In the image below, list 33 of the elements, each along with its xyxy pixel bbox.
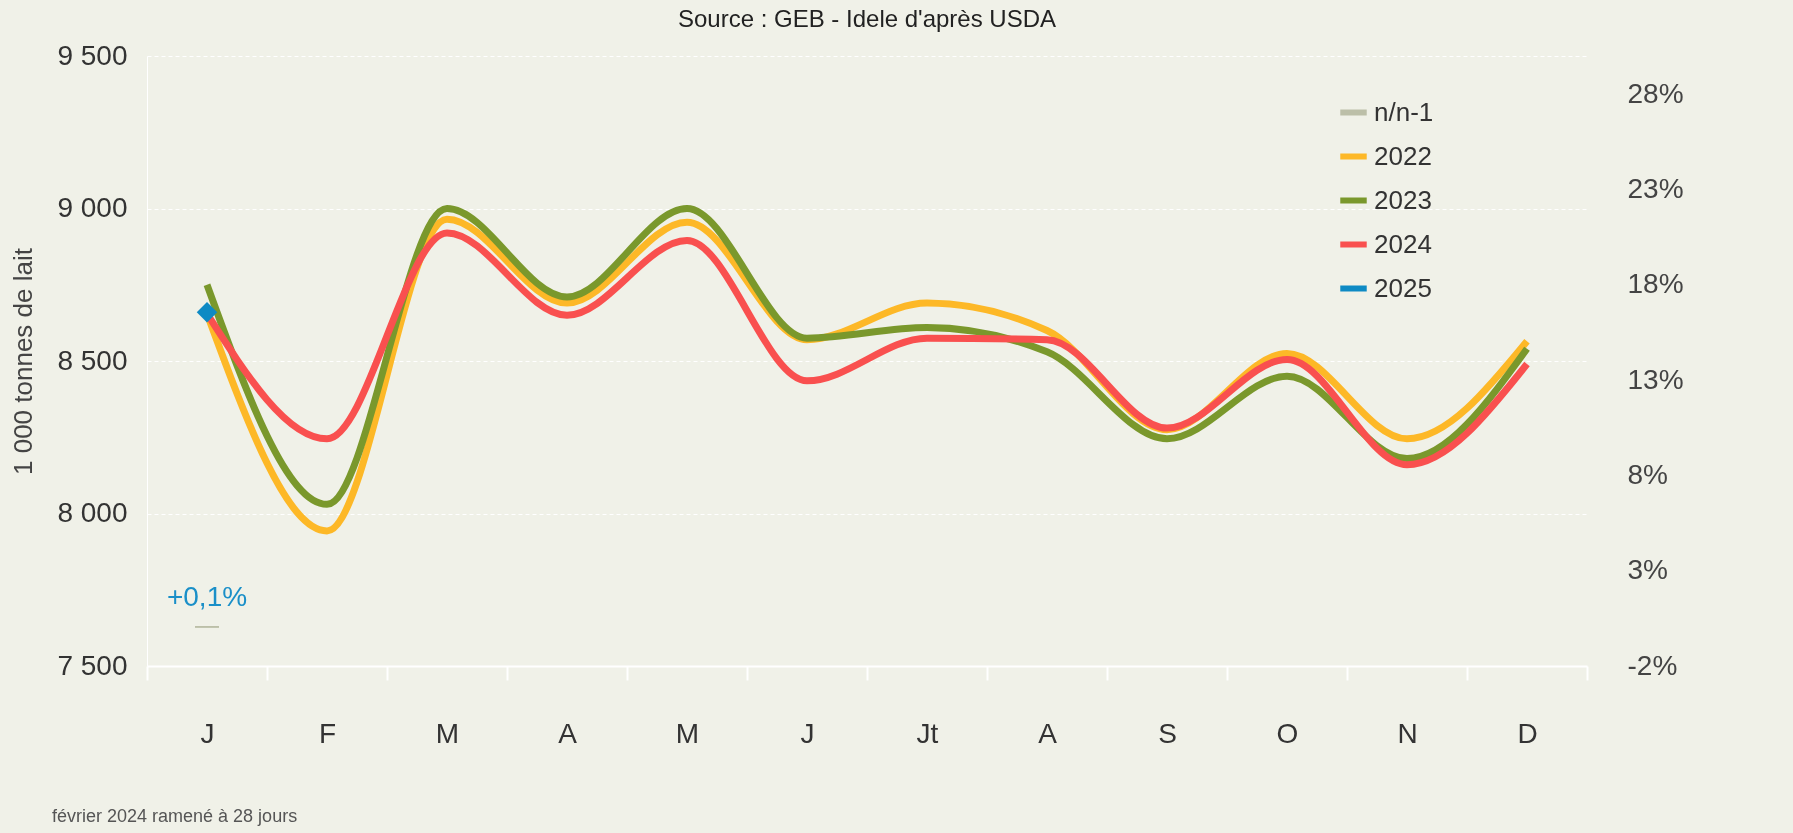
y-tick-label: 9 500 (57, 39, 128, 71)
x-tick-label: Jt (916, 717, 939, 749)
x-tick-label: F (318, 717, 337, 749)
y2-tick-label: 3% (1627, 554, 1668, 586)
x-tick-label: S (1158, 717, 1177, 749)
legend-label: n/n-1 (1374, 96, 1434, 127)
y-tick-label: 8 000 (57, 497, 128, 528)
legend-label: 2022 (1374, 140, 1432, 171)
source-note: Source : GEB - Idele d'après USDA (677, 5, 1057, 32)
x-tick-label: A (558, 717, 578, 749)
x-tick-label: J (200, 717, 215, 749)
x-tick-label: M (675, 717, 700, 749)
x-tick-label: D (1517, 717, 1538, 749)
legend-label: 2024 (1374, 228, 1432, 259)
text: février 2024 ramené à 28 jours (52, 806, 298, 827)
y-tick-label: 9 000 (57, 192, 128, 223)
y2-tick-label: 18% (1627, 268, 1684, 300)
y2-tick-label: 28% (1627, 77, 1684, 109)
legend-label: 2025 (1374, 272, 1432, 303)
x-tick-label: A (1038, 717, 1058, 749)
y-tick-label: 7 500 (57, 649, 128, 681)
x-tick-label: M (435, 717, 460, 749)
data-label: +0,1% (166, 580, 248, 612)
y-tick-label: 8 500 (57, 344, 128, 376)
y2-tick-label: 8% (1627, 458, 1668, 490)
y-axis-title: 1 000 tonnes de lait (8, 247, 39, 475)
y2-tick-label: -2% (1627, 649, 1678, 681)
y2-tick-label: 13% (1627, 363, 1684, 395)
legend-label: 2023 (1374, 184, 1432, 215)
x-tick-label: J (800, 717, 815, 749)
x-tick-label: N (1397, 717, 1418, 749)
x-tick-label: O (1276, 717, 1299, 749)
y2-tick-label: 23% (1627, 172, 1684, 204)
